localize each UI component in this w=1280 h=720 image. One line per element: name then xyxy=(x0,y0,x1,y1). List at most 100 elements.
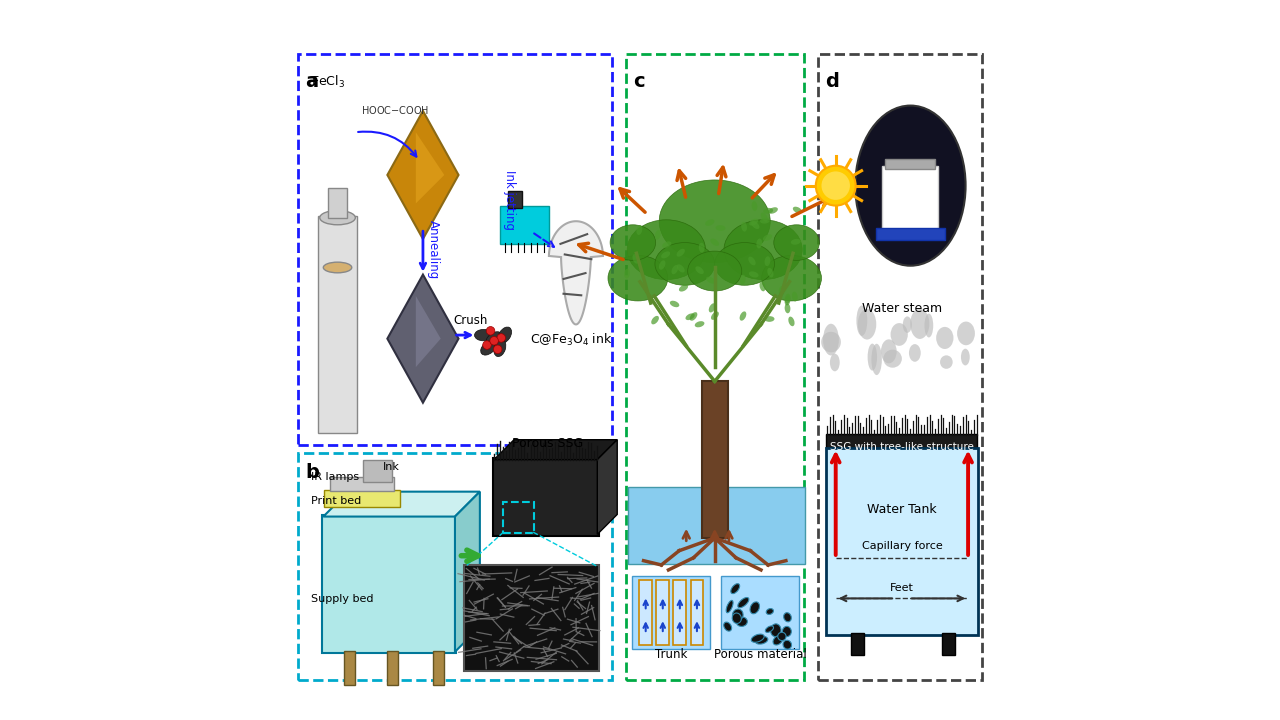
Polygon shape xyxy=(388,111,458,239)
Ellipse shape xyxy=(678,284,689,292)
FancyBboxPatch shape xyxy=(433,651,444,685)
Polygon shape xyxy=(416,296,440,367)
Ellipse shape xyxy=(494,339,506,356)
Polygon shape xyxy=(701,382,727,538)
Ellipse shape xyxy=(785,296,791,305)
Text: Feet: Feet xyxy=(890,582,914,593)
Ellipse shape xyxy=(695,321,704,328)
Ellipse shape xyxy=(759,282,765,292)
Ellipse shape xyxy=(741,222,748,232)
Text: SSG with tree-like structure: SSG with tree-like structure xyxy=(829,442,974,452)
Ellipse shape xyxy=(756,238,762,248)
Ellipse shape xyxy=(783,613,791,622)
Ellipse shape xyxy=(672,265,678,274)
Ellipse shape xyxy=(856,305,868,336)
Ellipse shape xyxy=(792,292,797,302)
Ellipse shape xyxy=(632,254,639,264)
Text: Trunk: Trunk xyxy=(655,648,687,661)
Ellipse shape xyxy=(858,309,877,340)
FancyBboxPatch shape xyxy=(493,458,599,536)
Ellipse shape xyxy=(829,354,840,372)
Ellipse shape xyxy=(883,350,902,368)
Ellipse shape xyxy=(324,262,352,273)
Text: C@Fe$_3$O$_4$ ink: C@Fe$_3$O$_4$ ink xyxy=(530,332,612,348)
Circle shape xyxy=(486,327,495,335)
FancyBboxPatch shape xyxy=(321,515,457,653)
Ellipse shape xyxy=(782,626,791,636)
FancyBboxPatch shape xyxy=(344,651,356,685)
Polygon shape xyxy=(416,132,444,204)
Ellipse shape xyxy=(660,251,671,258)
Ellipse shape xyxy=(767,608,773,614)
Text: Capillary force: Capillary force xyxy=(861,541,942,551)
Text: HOOC$-$COOH: HOOC$-$COOH xyxy=(361,104,429,117)
Ellipse shape xyxy=(773,635,783,645)
Ellipse shape xyxy=(475,329,493,341)
Ellipse shape xyxy=(881,339,897,364)
Text: Water steam: Water steam xyxy=(861,302,942,315)
Ellipse shape xyxy=(677,249,685,257)
Ellipse shape xyxy=(724,220,803,279)
Ellipse shape xyxy=(320,210,356,225)
Ellipse shape xyxy=(749,256,755,266)
Ellipse shape xyxy=(750,602,759,613)
Ellipse shape xyxy=(957,322,975,345)
Ellipse shape xyxy=(608,256,668,301)
Ellipse shape xyxy=(737,598,749,608)
FancyBboxPatch shape xyxy=(942,634,955,654)
Ellipse shape xyxy=(652,316,659,325)
FancyBboxPatch shape xyxy=(317,215,357,433)
Ellipse shape xyxy=(732,609,744,621)
Ellipse shape xyxy=(481,341,497,355)
Ellipse shape xyxy=(625,269,630,279)
Ellipse shape xyxy=(749,219,758,225)
Ellipse shape xyxy=(687,251,742,291)
Ellipse shape xyxy=(785,294,791,304)
Ellipse shape xyxy=(659,261,666,270)
Ellipse shape xyxy=(778,286,785,296)
Ellipse shape xyxy=(669,301,680,307)
Ellipse shape xyxy=(690,312,698,320)
Ellipse shape xyxy=(760,212,768,222)
Text: a: a xyxy=(306,72,319,91)
Circle shape xyxy=(490,336,498,345)
Text: Supply bed: Supply bed xyxy=(311,594,374,604)
FancyBboxPatch shape xyxy=(387,651,398,685)
Text: d: d xyxy=(826,72,838,91)
Text: FeCl$_3$: FeCl$_3$ xyxy=(311,74,346,90)
FancyBboxPatch shape xyxy=(876,228,945,240)
Ellipse shape xyxy=(686,313,695,320)
Ellipse shape xyxy=(924,313,933,338)
Text: Annealing: Annealing xyxy=(426,220,439,279)
Text: Crush: Crush xyxy=(453,315,488,328)
Ellipse shape xyxy=(785,303,790,313)
Ellipse shape xyxy=(778,632,786,641)
Text: Print bed: Print bed xyxy=(311,496,361,505)
FancyBboxPatch shape xyxy=(721,576,800,649)
Circle shape xyxy=(497,333,506,342)
Ellipse shape xyxy=(751,201,758,211)
Ellipse shape xyxy=(736,617,748,626)
Ellipse shape xyxy=(760,218,769,224)
Ellipse shape xyxy=(792,207,803,214)
Ellipse shape xyxy=(788,317,795,326)
Ellipse shape xyxy=(891,323,908,346)
Ellipse shape xyxy=(791,239,801,245)
Ellipse shape xyxy=(910,309,929,339)
Ellipse shape xyxy=(774,225,819,261)
Ellipse shape xyxy=(936,327,954,349)
Ellipse shape xyxy=(940,356,952,369)
Circle shape xyxy=(815,166,855,206)
FancyBboxPatch shape xyxy=(884,158,934,168)
Ellipse shape xyxy=(764,256,771,266)
Ellipse shape xyxy=(677,264,685,272)
Polygon shape xyxy=(549,221,603,325)
Ellipse shape xyxy=(767,268,773,277)
Ellipse shape xyxy=(740,274,746,284)
Polygon shape xyxy=(388,274,458,402)
Ellipse shape xyxy=(751,634,764,642)
Circle shape xyxy=(483,341,492,349)
Ellipse shape xyxy=(714,243,774,285)
Ellipse shape xyxy=(762,256,822,301)
Ellipse shape xyxy=(699,243,704,253)
